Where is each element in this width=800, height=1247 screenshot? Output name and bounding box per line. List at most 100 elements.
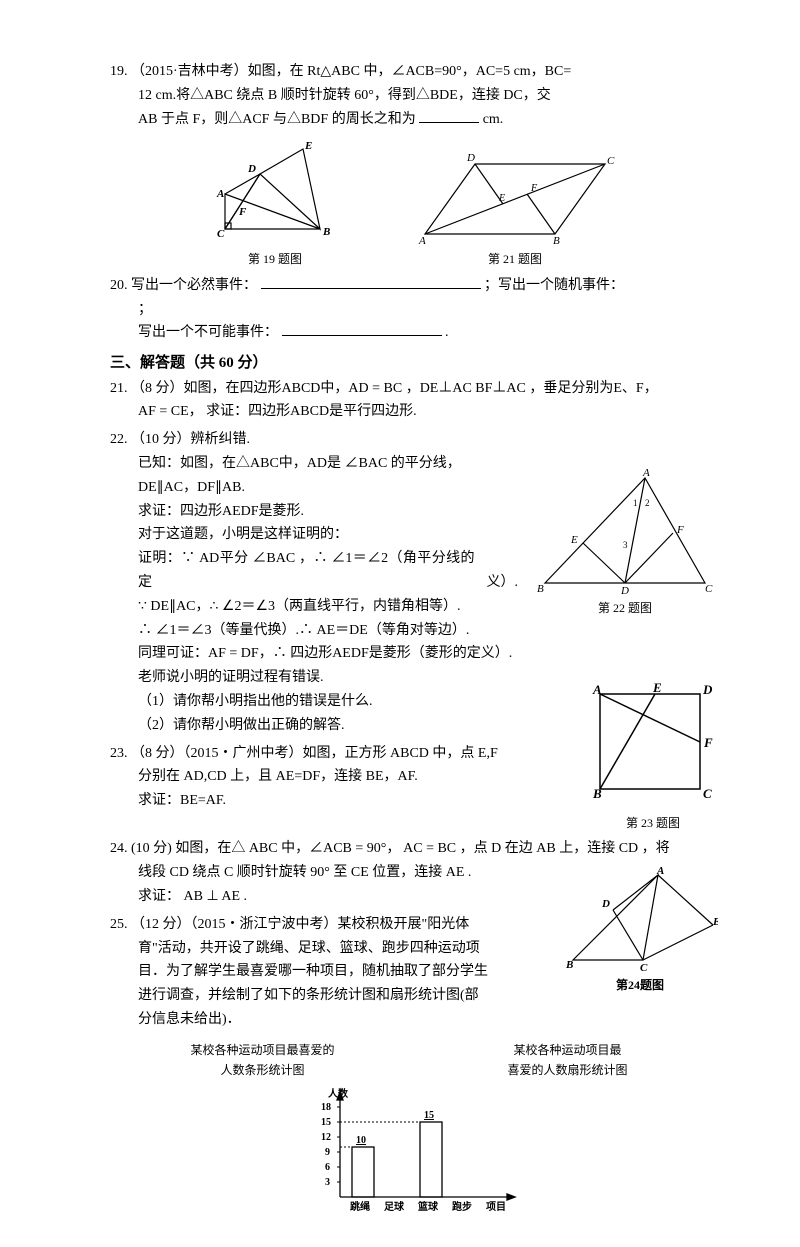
svg-text:D: D	[620, 585, 629, 597]
q20-t3: ；	[138, 302, 152, 317]
q22-l8: ∴ ∠1＝∠3（等量代换）.∴ AE＝DE（等角对等边）.	[138, 619, 720, 643]
fig22: A B C D E F 1 2 3 第 22 题图	[530, 468, 720, 618]
svg-text:E: E	[498, 193, 505, 204]
q22-svg: A B C D E F 1 2 3	[535, 468, 715, 598]
svg-text:人数: 人数	[328, 1087, 349, 1100]
q20-blank3	[282, 321, 442, 336]
q24-svg: A B C D E	[563, 865, 718, 975]
fig22-label: 第 22 题图	[530, 598, 720, 618]
svg-text:12: 12	[321, 1132, 331, 1143]
svg-text:A: A	[656, 865, 664, 877]
svg-text:D: D	[601, 898, 610, 910]
chart-title-right: 某校各种运动项目最 喜爱的人数扇形统计图	[430, 1040, 705, 1081]
svg-text:B: B	[565, 959, 573, 971]
svg-text:B: B	[537, 583, 544, 595]
svg-text:E: E	[712, 916, 718, 928]
svg-text:E: E	[652, 682, 662, 695]
q23-l1: （8 分）（2015・广州中考）如图，正方形 ABCD 中，点 E,F	[131, 746, 498, 761]
svg-text:C: C	[217, 228, 225, 240]
q20-num: 20.	[110, 278, 128, 293]
fig24-label: 第24题图	[560, 975, 720, 995]
chart-title-left: 某校各种运动项目最喜爱的 人数条形统计图	[125, 1040, 400, 1081]
svg-text:B: B	[322, 226, 330, 238]
section3-head: 三、解答题（共 60 分）	[110, 351, 720, 377]
q23-num: 23.	[110, 746, 128, 761]
q19-body: 12 cm.将△ABC 绕点 B 顺时针旋转 60°，得到△BDE，连接 DC，…	[110, 84, 720, 132]
svg-text:10: 10	[356, 1135, 366, 1146]
q20-t5: .	[445, 325, 449, 340]
fig19: A B C D E F 第 19 题图	[205, 139, 345, 269]
ctr1: 某校各种运动项目最	[513, 1043, 621, 1057]
q22-l9: 同理可证：AF = DF，∴ 四边形AEDF是菱形（菱形的定义）.	[138, 642, 720, 666]
q19-text4: cm.	[483, 112, 504, 127]
fig23-label: 第 23 题图	[110, 813, 720, 833]
svg-text:B: B	[553, 235, 560, 247]
q24-num: 24.	[110, 841, 128, 856]
q21-l1: （8 分）如图，在四边形ABCD中，AD = BC ，DE⊥AC BF⊥AC ，…	[131, 381, 658, 396]
svg-text:项目: 项目	[486, 1201, 506, 1213]
q19-text1: （2015·吉林中考）如图，在 Rt△ABC 中，∠ACB=90°，AC=5 c…	[131, 64, 571, 79]
svg-text:3: 3	[623, 540, 628, 550]
q23-svg: A B C D E F	[585, 682, 715, 802]
page: 19. （2015·吉林中考）如图，在 Rt△ABC 中，∠ACB=90°，AC…	[0, 0, 800, 1247]
q21-l2: AF = CE， 求证：四边形ABCD是平行四边形.	[138, 404, 417, 419]
svg-text:C: C	[705, 583, 713, 595]
svg-text:15: 15	[424, 1110, 434, 1121]
q19-num: 19.	[110, 64, 128, 79]
q24: 24. (10 分) 如图，在△ ABC 中，∠ACB = 90°， AC = …	[110, 837, 720, 908]
q20-t2: ；写出一个随机事件：	[484, 278, 624, 293]
q19-text3: AB 于点 F，则△ACF 与△BDF 的周长之和为	[138, 112, 416, 127]
svg-text:9: 9	[325, 1147, 330, 1158]
q25-num: 25.	[110, 917, 128, 932]
svg-text:E: E	[570, 534, 578, 546]
q23: A B C D E F 23. （8 分）（2015・广州中考）如图，正方形 A…	[110, 742, 720, 834]
q20-blank1	[261, 274, 481, 289]
bar-chart-row: 3 6 9 12 15 18 10 15 人数 跳绳 足球 篮球 跑步 项目	[110, 1087, 720, 1217]
fig21-label: 第 21 题图	[405, 249, 625, 269]
fig23: A B C D E F	[580, 682, 720, 802]
fig21: A B C D E F 第 21 题图	[405, 149, 625, 269]
ctl1: 某校各种运动项目最喜爱的	[190, 1043, 334, 1057]
svg-text:E: E	[304, 140, 312, 152]
q22-l1: （10 分）辨析纠错.	[131, 432, 250, 447]
svg-text:B: B	[592, 786, 602, 801]
svg-text:15: 15	[321, 1117, 331, 1128]
q25-l1: （12 分）（2015・浙江宁波中考）某校积极开展"阳光体	[131, 917, 469, 932]
svg-text:1: 1	[633, 498, 638, 508]
svg-text:3: 3	[325, 1177, 330, 1188]
q21-svg: A B C D E F	[405, 149, 625, 249]
fig-row-19-21: A B C D E F 第 19 题图 A B C D	[110, 139, 720, 269]
q24-l1: (10 分) 如图，在△ ABC 中，∠ACB = 90°， AC = BC ，…	[131, 841, 670, 856]
q21-body: AF = CE， 求证：四边形ABCD是平行四边形.	[110, 400, 720, 424]
fig19-label: 第 19 题图	[205, 249, 345, 269]
svg-text:F: F	[238, 206, 247, 218]
svg-text:D: D	[702, 682, 713, 697]
q20-body: ； 写出一个不可能事件： .	[110, 298, 720, 346]
svg-text:2: 2	[645, 498, 650, 508]
svg-text:C: C	[607, 155, 615, 167]
svg-text:A: A	[216, 188, 224, 200]
q19-text2: 12 cm.将△ABC 绕点 B 顺时针旋转 60°，得到△BDE，连接 DC，…	[138, 88, 551, 103]
svg-text:D: D	[466, 152, 475, 164]
q20: 20. 写出一个必然事件： ；写出一个随机事件： ； 写出一个不可能事件： .	[110, 274, 720, 345]
q20-t1: 写出一个必然事件：	[131, 278, 257, 293]
q22-l6b: 义）.	[487, 571, 519, 595]
q19-blank	[419, 108, 479, 123]
svg-text:D: D	[247, 163, 256, 175]
q25-l5: 分信息未给出)．	[138, 1008, 720, 1032]
chart-titles: 某校各种运动项目最喜爱的 人数条形统计图 某校各种运动项目最 喜爱的人数扇形统计…	[110, 1040, 720, 1081]
svg-text:C: C	[703, 786, 712, 801]
svg-text:18: 18	[321, 1102, 331, 1113]
q19: 19. （2015·吉林中考）如图，在 Rt△ABC 中，∠ACB=90°，AC…	[110, 60, 720, 131]
svg-text:跳绳: 跳绳	[350, 1200, 370, 1213]
svg-text:F: F	[703, 735, 713, 750]
ctl2: 人数条形统计图	[220, 1063, 304, 1077]
svg-text:C: C	[640, 962, 648, 974]
svg-text:F: F	[530, 183, 538, 194]
q22-num: 22.	[110, 432, 128, 447]
ctr2: 喜爱的人数扇形统计图	[507, 1063, 627, 1077]
fig24: A B C D E 第24题图	[560, 865, 720, 995]
svg-text:A: A	[592, 682, 602, 697]
q21-num: 21.	[110, 381, 128, 396]
q20-t4: 写出一个不可能事件：	[138, 325, 278, 340]
